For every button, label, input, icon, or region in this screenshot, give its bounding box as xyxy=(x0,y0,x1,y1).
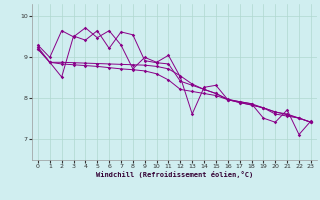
X-axis label: Windchill (Refroidissement éolien,°C): Windchill (Refroidissement éolien,°C) xyxy=(96,171,253,178)
